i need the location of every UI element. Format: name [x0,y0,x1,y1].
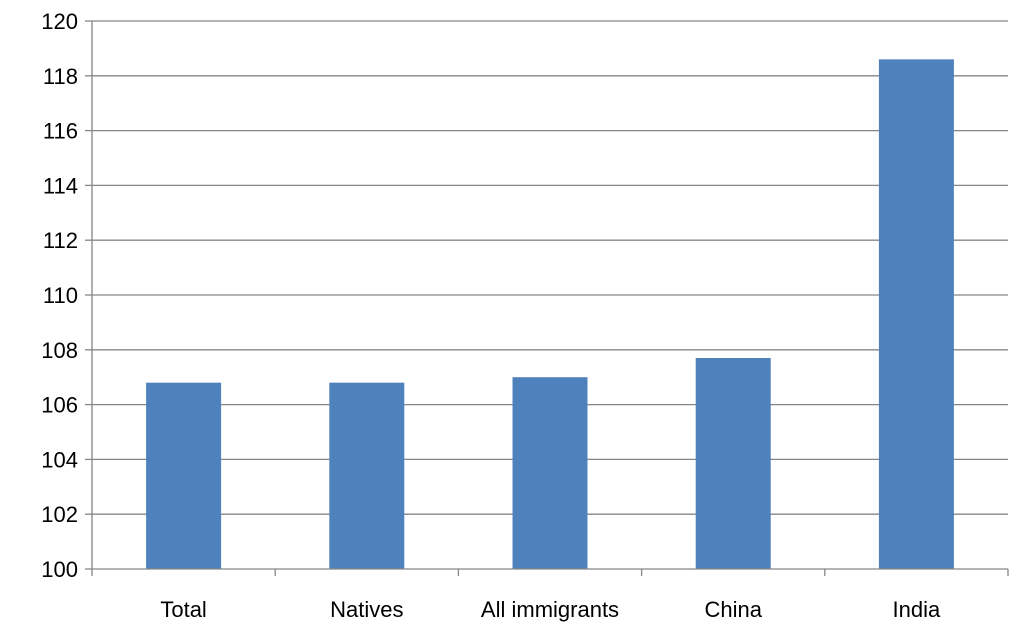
x-category-label: India [893,597,941,622]
y-tick-label: 106 [41,393,78,418]
y-tick-label: 100 [41,557,78,582]
x-category-label: All immigrants [481,597,619,622]
axes [85,20,1009,576]
x-category-label: China [704,597,762,622]
bars [146,59,954,570]
x-category-label: Natives [330,597,403,622]
bar-india [878,59,954,570]
y-tick-label: 102 [41,502,78,527]
bar-total [146,382,222,569]
y-tick-label: 120 [41,9,78,34]
x-axis-category-labels: Total Natives All immigrants China India [160,597,941,622]
y-tick-label: 104 [41,447,78,472]
y-tick-label: 112 [43,228,78,253]
gridlines [92,20,1008,515]
y-tick-label: 118 [43,64,78,89]
y-axis-tick-labels: 100 102 104 106 108 110 112 114 116 118 120 [41,9,78,582]
y-tick-label: 108 [41,338,78,363]
x-category-label: Total [160,597,206,622]
y-tick-label: 110 [43,283,78,308]
bar-natives [329,382,405,569]
bar-china [695,358,771,569]
bar-all-immigrants [512,377,588,569]
y-tick-label: 116 [43,119,78,144]
y-tick-label: 114 [43,173,78,198]
